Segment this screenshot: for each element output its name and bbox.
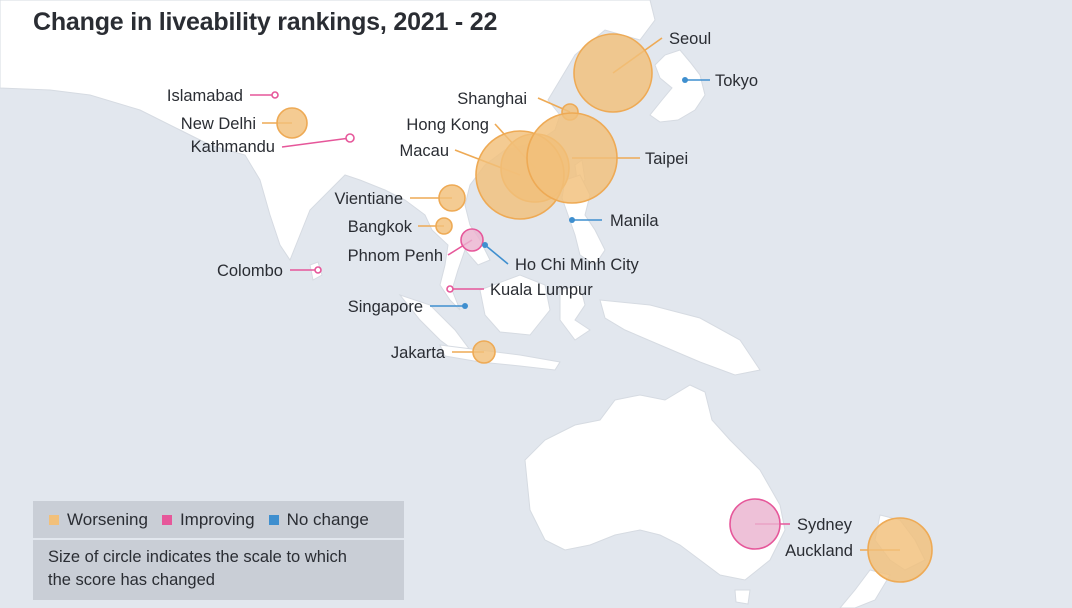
land-japan — [649, 49, 706, 123]
land-australia — [524, 384, 786, 581]
city-label-auckland: Auckland — [785, 542, 853, 560]
city-marker-kuala-lumpur — [446, 285, 454, 293]
legend-note-line-1: Size of circle indicates the scale to wh… — [48, 548, 347, 566]
city-label-sydney: Sydney — [797, 516, 853, 534]
city-marker-vientiane — [438, 184, 466, 212]
city-label-kuala-lumpur: Kuala Lumpur — [490, 281, 593, 299]
city-marker-taipei — [526, 112, 618, 204]
city-label-seoul: Seoul — [669, 30, 711, 48]
city-marker-auckland — [867, 517, 933, 583]
city-marker-sydney — [729, 498, 781, 550]
legend-item-worsening: Worsening — [49, 510, 148, 530]
city-marker-ho-chi-minh-city — [482, 242, 488, 248]
land-borneo — [479, 274, 551, 336]
city-marker-jakarta — [472, 340, 496, 364]
city-markers — [271, 33, 933, 583]
city-marker-colombo — [314, 266, 322, 274]
city-marker-manila — [569, 217, 575, 223]
legend-note-line-2: the score has changed — [48, 571, 215, 589]
city-marker-bangkok — [435, 217, 453, 235]
city-label-shanghai: Shanghai — [457, 90, 527, 108]
city-label-taipei: Taipei — [645, 150, 688, 168]
city-label-jakarta: Jakarta — [391, 344, 446, 362]
leader-line-ho-chi-minh-city — [484, 244, 509, 265]
city-label-manila: Manila — [610, 212, 659, 230]
legend-label-no-change: No change — [286, 509, 369, 529]
city-label-hong-kong: Hong Kong — [406, 116, 489, 134]
city-label-tokyo: Tokyo — [715, 72, 758, 90]
city-marker-singapore — [462, 303, 468, 309]
improving-swatch — [161, 514, 172, 525]
city-label-kathmandu: Kathmandu — [191, 138, 275, 156]
city-marker-islamabad — [271, 91, 279, 99]
landmasses — [0, 0, 926, 608]
legend-label-worsening: Worsening — [67, 509, 148, 529]
city-label-ho-chi-minh-city: Ho Chi Minh City — [515, 256, 640, 274]
legend-item-no-change: No change — [268, 509, 369, 530]
city-marker-new-delhi — [276, 107, 308, 139]
city-label-islamabad: Islamabad — [167, 87, 243, 105]
no-change-swatch — [268, 514, 279, 525]
city-label-singapore: Singapore — [348, 298, 423, 316]
land-new-guinea — [599, 299, 761, 376]
city-label-bangkok: Bangkok — [348, 218, 413, 236]
city-label-vientiane: Vientiane — [334, 190, 403, 208]
city-labels: Seoul Tokyo Shanghai Hong Kong Macau Taipei Is… — [167, 30, 853, 560]
city-label-phnom-penh: Phnom Penh — [348, 247, 443, 265]
land-sulawesi — [559, 284, 591, 341]
legend-item-improving: Improving — [161, 509, 255, 530]
legend: Worsening Improving No change — [33, 501, 404, 538]
city-marker-kathmandu — [345, 133, 355, 143]
worsening-swatch — [49, 514, 59, 525]
legend-label-improving: Improving — [179, 509, 255, 529]
legend-size-note: Size of circle indicates the scale to wh… — [33, 540, 404, 600]
city-marker-seoul — [573, 33, 653, 113]
leader-line-kathmandu — [281, 137, 351, 148]
page-title: Change in liveability rankings, 2021 - 2… — [33, 8, 498, 36]
city-marker-tokyo — [682, 77, 688, 83]
land-tasmania — [734, 589, 751, 605]
city-marker-phnom-penh — [460, 228, 484, 252]
city-label-colombo: Colombo — [217, 262, 283, 280]
city-label-macau: Macau — [399, 142, 449, 160]
city-label-new-delhi: New Delhi — [181, 115, 256, 133]
